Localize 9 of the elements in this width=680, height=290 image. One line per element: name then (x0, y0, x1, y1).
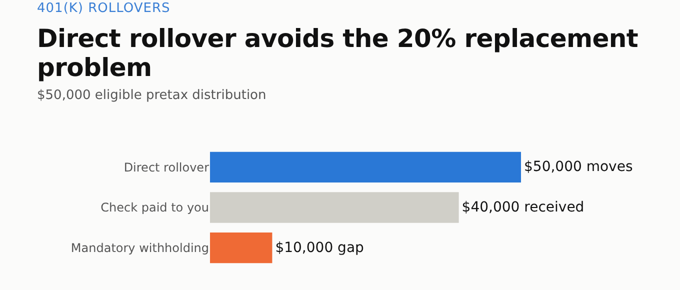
text: 401(K) ROLLOVERS (37, 1, 172, 16)
y-tick-label: Mandatory withholding (70, 241, 209, 256)
y-tick-label: Check paid to you (100, 200, 209, 215)
y-tick-label: Direct rollover (124, 160, 210, 174)
chart-title: Direct rollover avoids the 20% replacement problem (37, 24, 640, 82)
chart-subtitle: $50,000 eligible pretax distribution (37, 88, 268, 103)
data-label: $10,000 gap (275, 240, 364, 256)
data-label: $50,000 moves (524, 159, 633, 176)
data-label: $40,000 received (462, 200, 584, 216)
